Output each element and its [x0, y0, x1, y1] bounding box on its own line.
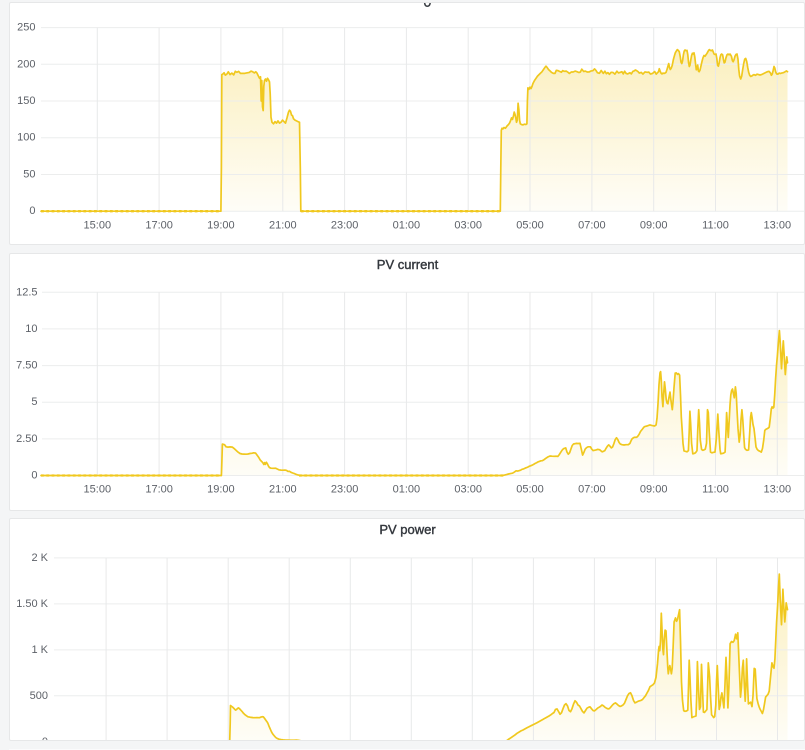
svg-text:12.5: 12.5 [16, 286, 37, 298]
svg-text:2 K: 2 K [31, 552, 48, 564]
svg-text:23:00: 23:00 [331, 483, 359, 495]
svg-text:50: 50 [23, 169, 35, 181]
svg-text:13:00: 13:00 [764, 219, 792, 231]
svg-text:2.50: 2.50 [16, 433, 37, 445]
svg-text:13:00: 13:00 [764, 483, 792, 495]
svg-text:19:00: 19:00 [207, 219, 235, 231]
svg-text:10: 10 [25, 323, 37, 335]
svg-text:05:00: 05:00 [516, 219, 544, 231]
svg-text:09:00: 09:00 [640, 483, 668, 495]
svg-text:0: 0 [31, 470, 37, 482]
svg-text:0: 0 [29, 205, 35, 217]
svg-text:23:00: 23:00 [331, 219, 359, 231]
svg-text:1.50 K: 1.50 K [16, 598, 48, 610]
svg-text:200: 200 [17, 58, 35, 70]
svg-text:17:00: 17:00 [145, 219, 173, 231]
svg-text:07:00: 07:00 [578, 483, 606, 495]
svg-text:07:00: 07:00 [578, 219, 606, 231]
svg-text:150: 150 [17, 95, 35, 107]
svg-text:03:00: 03:00 [454, 219, 482, 231]
svg-text:PV power: PV power [379, 522, 436, 537]
svg-text:05:00: 05:00 [516, 483, 544, 495]
svg-text:5: 5 [31, 396, 37, 408]
svg-text:0: 0 [42, 736, 48, 741]
svg-text:17:00: 17:00 [145, 483, 173, 495]
svg-text:250: 250 [17, 22, 35, 34]
svg-text:01:00: 01:00 [393, 483, 421, 495]
svg-text:1 K: 1 K [31, 644, 48, 656]
svg-text:03:00: 03:00 [454, 483, 482, 495]
svg-text:09:00: 09:00 [640, 219, 668, 231]
svg-text:15:00: 15:00 [84, 219, 112, 231]
svg-text:15:00: 15:00 [84, 483, 112, 495]
svg-text:PV current: PV current [377, 257, 439, 272]
svg-text:500: 500 [30, 690, 48, 702]
svg-text:21:00: 21:00 [269, 219, 297, 231]
svg-text:21:00: 21:00 [269, 483, 297, 495]
svg-text:01:00: 01:00 [393, 219, 421, 231]
svg-text:7.50: 7.50 [16, 360, 37, 372]
svg-text:100: 100 [17, 132, 35, 144]
svg-text:19:00: 19:00 [207, 483, 235, 495]
svg-text:11:00: 11:00 [702, 219, 729, 231]
svg-text:11:00: 11:00 [702, 483, 729, 495]
